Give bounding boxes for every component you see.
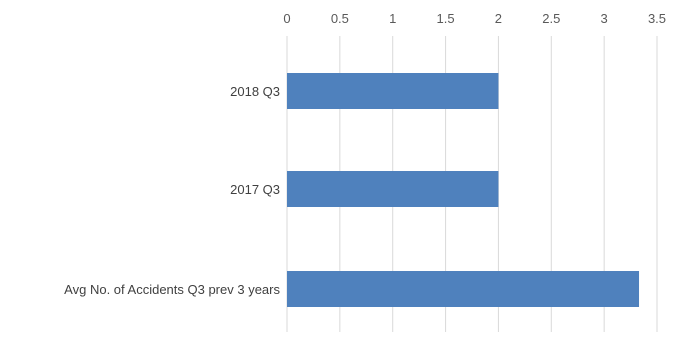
x-tick-label: 3 bbox=[601, 11, 608, 26]
x-tick-label: 1 bbox=[389, 11, 396, 26]
x-tick-label: 1.5 bbox=[437, 11, 455, 26]
x-tick-label: 0.5 bbox=[331, 11, 349, 26]
x-tick-label: 2.5 bbox=[542, 11, 560, 26]
category-label: 2018 Q3 bbox=[230, 84, 280, 99]
bar bbox=[287, 171, 499, 207]
x-axis-ticks: 0 0.5 1 1.5 2 2.5 3 3.5 bbox=[283, 11, 666, 26]
category-label: 2017 Q3 bbox=[230, 182, 280, 197]
category-label: Avg No. of Accidents Q3 prev 3 years bbox=[64, 282, 280, 297]
bar bbox=[287, 73, 499, 109]
x-tick-label: 0 bbox=[283, 11, 290, 26]
bar bbox=[287, 271, 640, 307]
bars bbox=[287, 73, 640, 307]
category-labels: 2018 Q3 2017 Q3 Avg No. of Accidents Q3 pr… bbox=[64, 84, 280, 297]
x-tick-label: 3.5 bbox=[648, 11, 666, 26]
x-tick-label: 2 bbox=[495, 11, 502, 26]
